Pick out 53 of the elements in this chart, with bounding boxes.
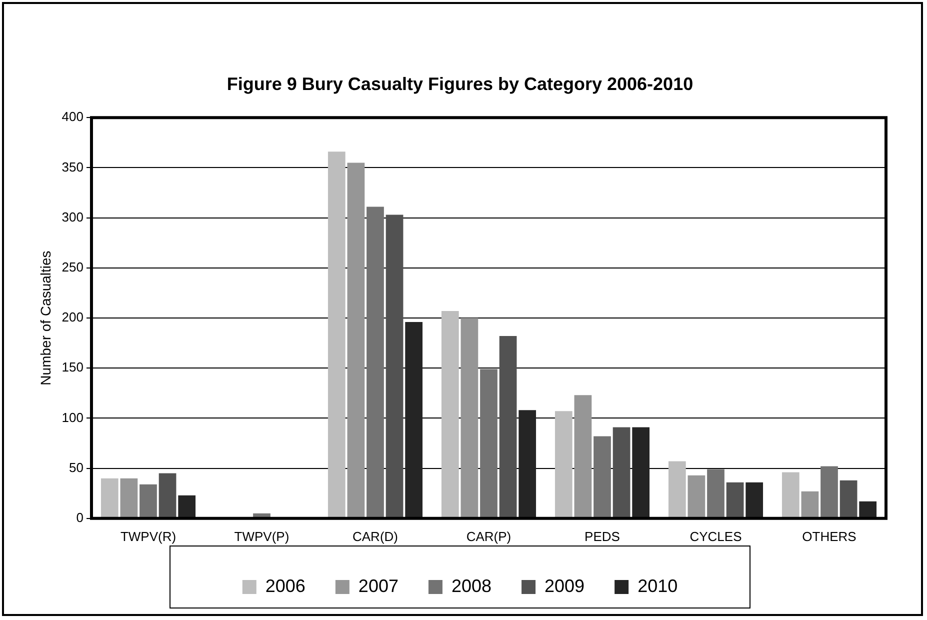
bar bbox=[120, 478, 138, 518]
bar bbox=[746, 482, 764, 518]
bar bbox=[859, 501, 877, 518]
bar bbox=[574, 395, 592, 518]
bar bbox=[554, 411, 572, 518]
legend-label: 2006 bbox=[265, 576, 306, 596]
y-tick-label: 50 bbox=[69, 460, 84, 475]
bar bbox=[782, 472, 800, 518]
bar bbox=[801, 491, 819, 518]
bar bbox=[632, 427, 650, 518]
legend-label: 2009 bbox=[544, 576, 585, 596]
bar bbox=[460, 318, 478, 518]
x-tick-label: OTHERS bbox=[802, 528, 857, 544]
bar bbox=[594, 436, 611, 518]
bar bbox=[178, 495, 196, 518]
bar bbox=[140, 484, 157, 518]
bar bbox=[688, 475, 706, 518]
bar bbox=[707, 469, 724, 518]
bar bbox=[612, 427, 630, 518]
x-tick-label: CYCLES bbox=[690, 528, 742, 544]
legend-label: 2008 bbox=[451, 576, 492, 596]
x-tick-label: CAR(P) bbox=[466, 528, 512, 544]
bar bbox=[386, 214, 404, 518]
bar bbox=[518, 410, 536, 518]
bar bbox=[441, 310, 459, 518]
y-tick-label: 0 bbox=[76, 510, 84, 525]
bar bbox=[726, 482, 744, 518]
y-axis-title: Number of Casualties bbox=[37, 250, 54, 386]
y-tick-label: 350 bbox=[62, 159, 84, 174]
y-tick-label: 200 bbox=[62, 310, 84, 325]
bar bbox=[328, 152, 346, 518]
y-tick-label: 150 bbox=[62, 360, 84, 375]
legend-label: 2010 bbox=[638, 576, 678, 596]
bar bbox=[668, 461, 686, 518]
bar bbox=[405, 322, 423, 518]
bar bbox=[840, 480, 858, 518]
x-tick-label: TWPV(R) bbox=[120, 528, 176, 544]
legend-label: 2007 bbox=[358, 576, 398, 596]
x-tick-label: PEDS bbox=[584, 528, 620, 544]
y-tick-label: 100 bbox=[62, 410, 84, 425]
y-tick-label: 300 bbox=[62, 209, 84, 224]
x-tick-label: TWPV(P) bbox=[234, 528, 290, 544]
bar bbox=[100, 478, 118, 518]
y-tick-label: 400 bbox=[62, 109, 84, 124]
x-tick-label: CAR(D) bbox=[352, 528, 398, 544]
y-tick-label: 250 bbox=[62, 259, 84, 274]
bar bbox=[366, 206, 384, 518]
bar bbox=[347, 162, 365, 518]
bar bbox=[499, 336, 517, 518]
bar bbox=[820, 466, 838, 518]
chart-title: Figure 9 Bury Casualty Figures by Category 2006-2010 bbox=[226, 74, 694, 94]
bar bbox=[158, 473, 176, 518]
bar bbox=[480, 369, 498, 518]
